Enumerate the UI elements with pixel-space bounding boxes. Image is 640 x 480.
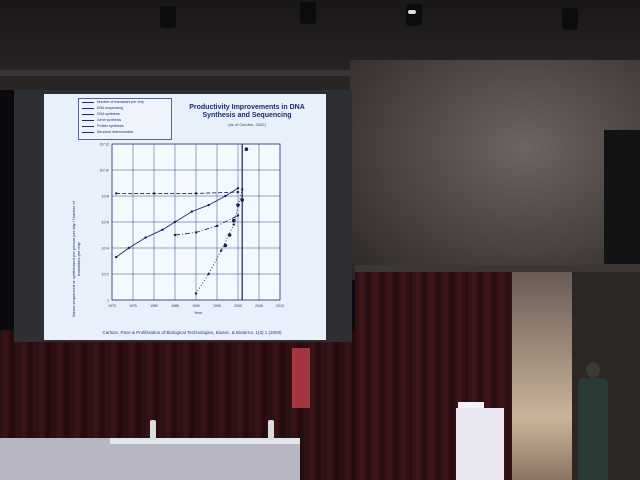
data-point: [115, 192, 118, 195]
data-point: [152, 192, 156, 195]
podium-laptop: [458, 402, 484, 410]
stage-light: [160, 6, 176, 28]
legend-swatch: [82, 101, 94, 103]
y-tick-label: 10^10: [100, 169, 109, 173]
data-point: [194, 292, 198, 295]
legend-swatch: [82, 125, 94, 127]
x-tick-label: 1995: [213, 304, 221, 308]
x-tick-label: 1985: [171, 304, 179, 308]
projected-slide: Number of transistors per chip DNA seque…: [44, 94, 326, 340]
y-tick-label: 10^6: [102, 221, 110, 225]
data-point: [227, 233, 232, 237]
data-point: [223, 243, 228, 248]
ceiling-beam: [0, 70, 640, 76]
data-point: [173, 233, 177, 237]
data-point: [236, 190, 240, 194]
x-axis-label: Year: [194, 310, 203, 315]
back-wall: [350, 60, 640, 280]
data-point: [144, 236, 147, 239]
legend-swatch: [82, 107, 94, 109]
legend-item: Gene synthesis: [79, 117, 171, 123]
legend-label: Protein synthesis: [97, 124, 124, 128]
y-tick-label: 1: [107, 299, 109, 303]
x-tick-label: 1980: [150, 304, 158, 308]
data-point: [232, 223, 235, 226]
legend-label: DNA synthesis: [97, 112, 120, 116]
legend-label: Gene synthesis: [97, 118, 122, 122]
data-point: [236, 187, 240, 190]
slide-citation: Carlson, Pace & Proliferation of Biologi…: [102, 330, 282, 335]
stage-light: [300, 2, 316, 24]
red-light: [292, 348, 310, 408]
legend-label: Structure determination: [97, 130, 134, 134]
speaker: [604, 130, 640, 264]
legend-item: Structure determination: [79, 129, 171, 135]
chart-plot: 1970 1975 1980 1985 1990 1995 2000 2005 2010 10^1…: [100, 143, 284, 309]
x-tick-label: 1990: [192, 304, 200, 308]
presenter-body: [578, 378, 608, 480]
chart-legend: Number of transistors per chip DNA seque…: [78, 98, 172, 140]
data-point: [194, 231, 198, 234]
podium: [456, 408, 504, 480]
data-point: [232, 218, 236, 223]
series-line: [174, 215, 239, 236]
legend-label: DNA sequencing: [97, 106, 124, 110]
x-tick-label: 1970: [108, 304, 116, 308]
lit-doorway: [512, 272, 572, 480]
y-tick-label: 10^2: [102, 273, 110, 277]
data-point: [244, 147, 249, 151]
x-tick-label: 2005: [255, 304, 263, 308]
legend-item: DNA sequencing: [79, 105, 171, 111]
legend-item: DNA synthesis: [79, 111, 171, 117]
presenter: [574, 362, 612, 480]
slide-subtitle: (as of October, 2002): [228, 122, 266, 127]
slide-title: Productivity Improvements in DNA Synthes…: [189, 104, 305, 119]
x-tick-label: 2000: [234, 304, 242, 308]
presenter-head: [586, 362, 600, 378]
data-point: [173, 220, 177, 224]
water-bottle: [268, 420, 274, 440]
data-point: [115, 255, 118, 259]
legend-item: Protein synthesis: [79, 123, 171, 129]
light-glow: [408, 10, 416, 14]
data-point: [207, 272, 210, 276]
legend-label: Number of transistors per chip: [97, 100, 144, 104]
water-bottle: [150, 420, 156, 440]
legend-swatch: [82, 119, 94, 121]
data-point: [236, 203, 240, 207]
ceiling: [0, 0, 640, 90]
y-tick-label: 10^8: [102, 195, 110, 199]
data-point: [127, 246, 130, 250]
legend-item: Number of transistors per chip: [79, 99, 171, 105]
data-point: [194, 192, 198, 195]
x-tick-label: 2010: [276, 304, 284, 308]
y-axis-label: Bases sequenced or synthesized per perso…: [71, 201, 81, 317]
data-point: [190, 210, 193, 213]
series-line: [116, 191, 239, 194]
data-point: [220, 249, 223, 252]
y-tick-label: 10^4: [102, 247, 110, 251]
panel-table: [0, 438, 300, 480]
data-point: [161, 228, 164, 231]
panel-table-top: [110, 438, 300, 444]
data-point: [215, 224, 219, 228]
legend-swatch: [82, 113, 94, 115]
data-point: [236, 214, 240, 217]
x-tick-label: 1975: [129, 304, 137, 308]
stage-light: [406, 4, 422, 26]
y-tick-label: 10^12: [100, 143, 109, 147]
stage-light: [562, 8, 578, 30]
series-line: [195, 189, 243, 294]
legend-swatch: [82, 131, 94, 133]
data-point: [224, 194, 227, 198]
data-point: [207, 203, 210, 207]
